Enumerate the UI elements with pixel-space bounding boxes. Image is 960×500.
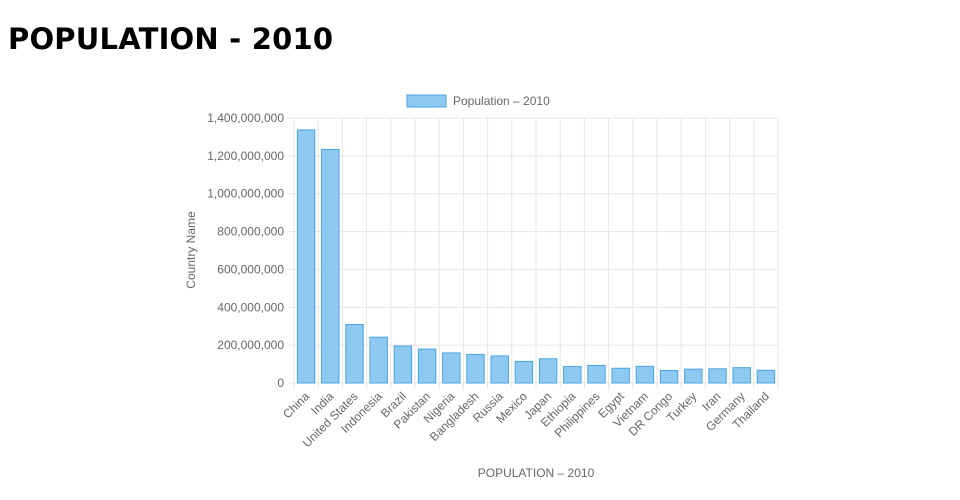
bar-philippines[interactable] <box>587 364 606 384</box>
bar-china[interactable] <box>296 129 316 384</box>
bar-pakistan[interactable] <box>417 348 437 384</box>
y-tick-label: 1,400,000,000 <box>207 111 284 125</box>
bar-ethiopia[interactable] <box>563 366 582 384</box>
y-tick-label: 400,000,000 <box>217 300 284 314</box>
bar-dr-congo[interactable] <box>659 370 679 384</box>
y-tick-label: 1,000,000,000 <box>207 187 284 201</box>
bar-germany[interactable] <box>732 367 751 384</box>
bar-russia[interactable] <box>490 355 509 384</box>
bars-group <box>296 129 776 384</box>
bar-mexico[interactable] <box>514 360 534 384</box>
legend-swatch <box>406 94 447 108</box>
bar-india[interactable] <box>321 148 340 384</box>
y-tick-label: 200,000,000 <box>217 338 284 352</box>
chart-legend[interactable]: Population – 2010 <box>406 94 550 108</box>
page-title: POPULATION - 2010 <box>8 22 334 56</box>
x-axis-title: POPULATION – 2010 <box>478 466 595 480</box>
grid-lines <box>288 117 779 389</box>
bar-japan[interactable] <box>538 358 558 384</box>
bar-turkey[interactable] <box>684 368 703 384</box>
bar-egypt[interactable] <box>611 367 630 384</box>
bar-indonesia[interactable] <box>369 336 388 384</box>
y-tick-label: 1,200,000,000 <box>207 149 284 163</box>
legend-label: Population – 2010 <box>453 94 550 108</box>
y-axis-title: Country Name <box>184 211 198 289</box>
bar-iran[interactable] <box>708 368 727 384</box>
y-tick-label: 0 <box>277 376 284 390</box>
x-tick-label: China <box>280 389 312 421</box>
y-axis-ticks: 0 200,000,000 400,000,000 600,000,000 800,00… <box>207 111 284 390</box>
y-tick-label: 600,000,000 <box>217 262 284 276</box>
bar-thailand[interactable] <box>756 369 776 384</box>
bar-united-states[interactable] <box>345 324 364 384</box>
bar-brazil[interactable] <box>393 345 413 384</box>
bar-vietnam[interactable] <box>635 365 655 384</box>
bar-nigeria[interactable] <box>442 352 461 384</box>
bar-bangladesh[interactable] <box>466 353 485 384</box>
y-tick-label: 800,000,000 <box>217 225 284 239</box>
